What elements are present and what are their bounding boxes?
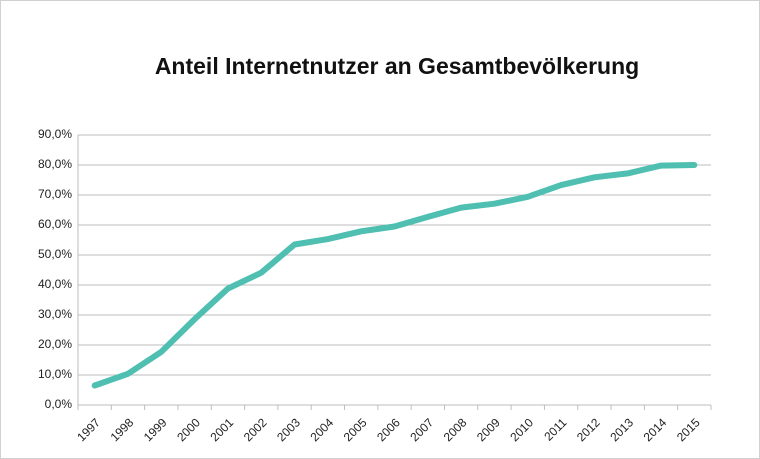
y-tick-label: 70,0%	[38, 187, 72, 201]
y-tick-label: 60,0%	[38, 217, 72, 231]
chart-title: Anteil Internetnutzer an Gesamtbevölkeru…	[155, 53, 639, 79]
data-line	[91, 162, 698, 389]
y-tick-label: 0,0%	[45, 397, 73, 411]
y-tick-label: 30,0%	[38, 307, 72, 321]
y-tick-label: 50,0%	[38, 247, 72, 261]
y-tick-label: 10,0%	[38, 367, 72, 381]
y-tick-label: 40,0%	[38, 277, 72, 291]
y-tick-label: 20,0%	[38, 337, 72, 351]
y-tick-label: 90,0%	[38, 127, 72, 141]
y-tick-label: 80,0%	[38, 157, 72, 171]
